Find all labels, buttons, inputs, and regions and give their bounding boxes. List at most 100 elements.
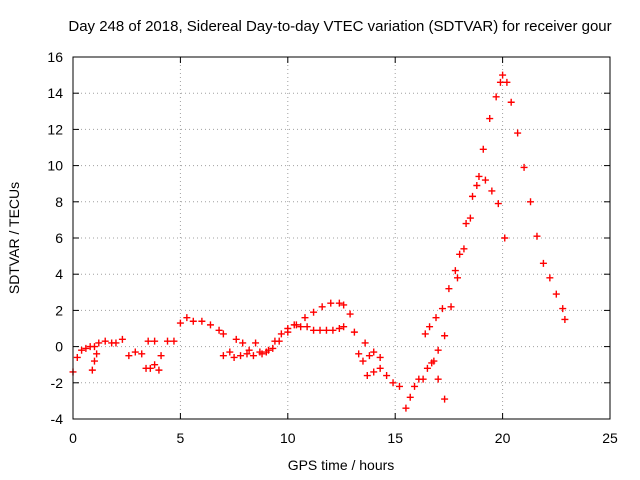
data-point bbox=[90, 343, 98, 351]
chart-title: Day 248 of 2018, Sidereal Day-to-day VTE… bbox=[68, 18, 611, 35]
data-point bbox=[318, 303, 326, 311]
data-point bbox=[230, 353, 238, 361]
data-point bbox=[488, 187, 496, 195]
data-point bbox=[95, 339, 103, 347]
data-point bbox=[406, 393, 414, 401]
data-point bbox=[239, 339, 247, 347]
data-point bbox=[310, 308, 318, 316]
data-point bbox=[151, 361, 159, 369]
data-point bbox=[546, 274, 554, 282]
data-point bbox=[552, 290, 560, 298]
data-point bbox=[73, 353, 81, 361]
data-point bbox=[441, 395, 449, 403]
data-point bbox=[365, 352, 373, 360]
data-point bbox=[376, 364, 384, 372]
data-point bbox=[501, 234, 509, 242]
y-axis-label: SDTVAR / TECUs bbox=[6, 182, 22, 294]
y-tick-label: -4 bbox=[51, 411, 64, 427]
data-point bbox=[402, 404, 410, 412]
data-point bbox=[112, 339, 120, 347]
data-point bbox=[430, 357, 438, 365]
data-point bbox=[88, 366, 96, 374]
data-point bbox=[146, 364, 154, 372]
data-point bbox=[340, 323, 348, 331]
data-point bbox=[481, 176, 489, 184]
data-point bbox=[258, 350, 266, 358]
data-point bbox=[78, 346, 86, 354]
data-point bbox=[533, 232, 541, 240]
data-point bbox=[496, 78, 504, 86]
data-point bbox=[206, 321, 214, 329]
data-point bbox=[303, 323, 311, 331]
data-point bbox=[138, 350, 146, 358]
data-point bbox=[243, 350, 251, 358]
data-point bbox=[447, 303, 455, 311]
data-point bbox=[176, 319, 184, 327]
data-point bbox=[118, 335, 126, 343]
x-tick-label: 10 bbox=[280, 430, 296, 446]
data-point bbox=[340, 301, 348, 309]
x-tick-label: 25 bbox=[602, 430, 618, 446]
y-tick-label: 4 bbox=[55, 266, 63, 282]
data-point bbox=[157, 352, 165, 360]
data-layer bbox=[69, 71, 569, 412]
data-point bbox=[507, 98, 515, 106]
data-point bbox=[329, 326, 337, 334]
data-point bbox=[376, 353, 384, 361]
data-point bbox=[82, 344, 90, 352]
data-point bbox=[322, 326, 330, 334]
data-point bbox=[301, 314, 309, 322]
data-point bbox=[395, 382, 403, 390]
data-point bbox=[335, 325, 343, 332]
data-point bbox=[503, 78, 511, 86]
y-tick-label: 0 bbox=[55, 339, 63, 355]
data-point bbox=[434, 375, 442, 383]
data-point bbox=[219, 352, 227, 360]
data-point bbox=[101, 337, 109, 345]
data-point bbox=[316, 326, 324, 334]
x-tick-label: 15 bbox=[387, 430, 403, 446]
grid-layer bbox=[73, 57, 610, 419]
data-point bbox=[520, 163, 528, 171]
data-point bbox=[189, 317, 197, 325]
plot-frame bbox=[72, 56, 611, 420]
data-point bbox=[151, 337, 159, 345]
data-point bbox=[466, 214, 474, 222]
data-point bbox=[144, 337, 152, 345]
data-point bbox=[441, 332, 449, 340]
data-point bbox=[350, 328, 358, 336]
x-tick-label: 5 bbox=[177, 430, 185, 446]
data-point bbox=[411, 382, 419, 390]
data-point bbox=[451, 267, 459, 275]
data-point bbox=[327, 299, 335, 307]
data-point bbox=[434, 346, 442, 354]
data-point bbox=[389, 379, 397, 387]
y-tick-label: 10 bbox=[47, 158, 63, 174]
data-point bbox=[499, 71, 507, 79]
data-point bbox=[310, 326, 318, 334]
data-point bbox=[237, 352, 245, 360]
data-point bbox=[90, 357, 98, 365]
x-tick-label: 20 bbox=[495, 430, 511, 446]
data-point bbox=[561, 315, 569, 323]
x-axis-label: GPS time / hours bbox=[288, 457, 395, 473]
data-point bbox=[453, 274, 461, 282]
data-point bbox=[284, 325, 292, 332]
data-point bbox=[215, 326, 223, 334]
data-point bbox=[423, 364, 431, 372]
data-point bbox=[269, 344, 277, 352]
data-point bbox=[370, 368, 378, 376]
data-point bbox=[479, 145, 487, 153]
data-point bbox=[438, 305, 446, 313]
data-point bbox=[346, 310, 354, 318]
data-point bbox=[361, 339, 369, 347]
data-point bbox=[421, 330, 429, 338]
data-point bbox=[170, 337, 178, 345]
data-point bbox=[355, 350, 363, 358]
data-point bbox=[183, 314, 191, 322]
data-point bbox=[559, 305, 567, 313]
data-point bbox=[494, 200, 502, 208]
y-tick-label: 2 bbox=[55, 302, 63, 318]
data-point bbox=[245, 346, 253, 354]
